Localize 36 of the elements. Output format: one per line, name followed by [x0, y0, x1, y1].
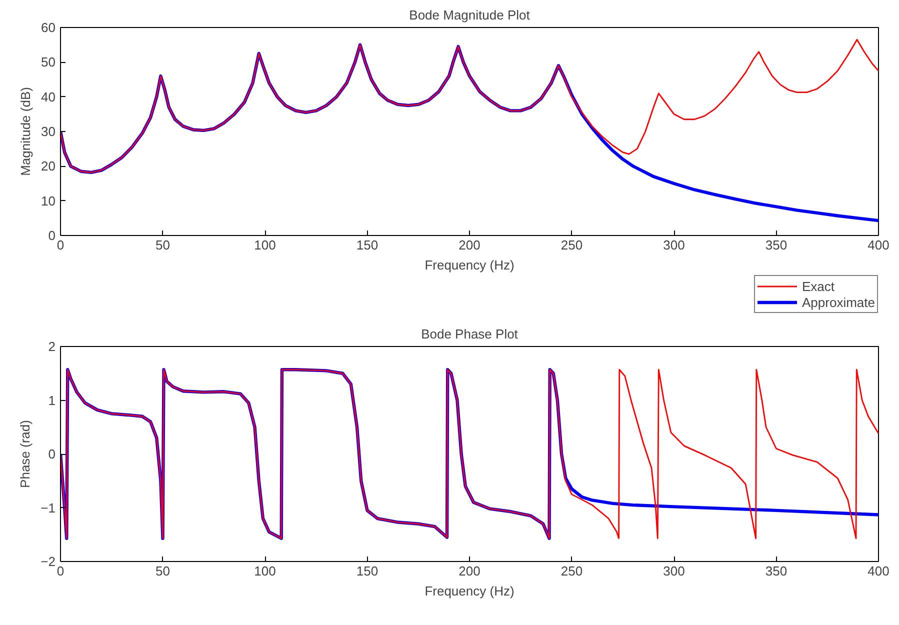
y-axis-title: Magnitude (dB) — [18, 87, 34, 176]
x-tick-label: 400 — [868, 238, 890, 252]
x-tick-label: 400 — [868, 564, 890, 578]
y-tick-label: 2 — [48, 339, 56, 354]
x-tick-label: 200 — [458, 238, 480, 252]
y-tick-label: 10 — [41, 193, 56, 208]
x-axis-title: Frequency (Hz) — [424, 258, 514, 272]
x-tick-label: 300 — [663, 564, 685, 578]
x-axis-title: Frequency (Hz) — [424, 584, 514, 598]
y-tick-label: 0 — [48, 228, 56, 243]
y-axis-title: Phase (rad) — [18, 420, 33, 488]
x-tick-label: 50 — [156, 238, 170, 252]
y-tick-label: 1 — [48, 392, 56, 408]
chart-title: Bode Magnitude Plot — [409, 8, 530, 22]
x-tick-label: 100 — [254, 564, 276, 578]
x-tick-label: 200 — [458, 564, 480, 578]
y-tick-label: 20 — [41, 158, 56, 174]
y-tick-label: −2 — [40, 554, 56, 569]
x-tick-label: 50 — [156, 564, 170, 578]
chart-title: Bode Phase Plot — [421, 326, 518, 342]
x-tick-label: 350 — [765, 564, 788, 578]
y-tick-label: 40 — [41, 89, 56, 104]
x-tick-label: 250 — [560, 238, 583, 252]
y-tick-label: 60 — [41, 20, 56, 35]
x-tick-label: 150 — [356, 238, 378, 252]
x-tick-label: 100 — [254, 238, 276, 252]
y-tick-label: 30 — [41, 124, 56, 139]
y-tick-label: 0 — [48, 446, 56, 462]
legend-label: Approximate — [802, 294, 875, 310]
x-tick-label: 250 — [560, 564, 583, 578]
y-tick-label: 50 — [41, 54, 56, 70]
legend-label: Exact — [802, 278, 835, 294]
x-tick-label: 150 — [356, 564, 378, 578]
y-tick-label: −1 — [40, 500, 56, 516]
x-tick-label: 350 — [765, 238, 788, 252]
x-tick-label: 300 — [663, 238, 685, 252]
